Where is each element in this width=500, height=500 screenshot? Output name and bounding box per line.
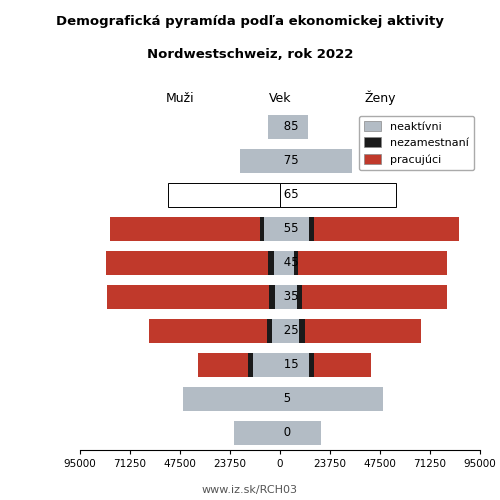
Bar bbox=[272, 319, 280, 343]
Bar bbox=[252, 353, 280, 377]
Text: Nordwestschweiz, rok 2022: Nordwestschweiz, rok 2022 bbox=[147, 48, 353, 60]
Text: 5: 5 bbox=[280, 392, 291, 406]
Bar bbox=[280, 353, 310, 377]
Text: 85: 85 bbox=[280, 120, 298, 134]
Bar bbox=[240, 149, 280, 173]
Bar bbox=[198, 353, 248, 377]
Bar bbox=[106, 251, 268, 275]
Text: 55: 55 bbox=[280, 222, 298, 235]
Text: 0: 0 bbox=[280, 426, 291, 440]
Text: 35: 35 bbox=[280, 290, 298, 304]
Bar bbox=[305, 319, 420, 343]
Legend: neaktívni, nezamestnaní, pracujúci: neaktívni, nezamestnaní, pracujúci bbox=[359, 116, 474, 170]
Bar bbox=[314, 353, 370, 377]
Bar bbox=[280, 115, 308, 139]
Bar bbox=[310, 353, 314, 377]
Bar bbox=[260, 217, 264, 241]
Text: Muži: Muži bbox=[166, 92, 194, 105]
Bar bbox=[302, 285, 448, 309]
Bar bbox=[267, 319, 272, 343]
Bar bbox=[297, 285, 302, 309]
Bar bbox=[310, 217, 314, 241]
Bar bbox=[264, 217, 280, 241]
Bar bbox=[280, 387, 383, 411]
Text: 75: 75 bbox=[280, 154, 298, 168]
Bar bbox=[183, 387, 280, 411]
Bar bbox=[268, 251, 274, 275]
Bar bbox=[280, 319, 299, 343]
Bar bbox=[248, 353, 252, 377]
Bar bbox=[108, 285, 270, 309]
Text: 25: 25 bbox=[280, 324, 298, 338]
Bar bbox=[280, 285, 297, 309]
Bar bbox=[280, 251, 293, 275]
Bar bbox=[268, 115, 280, 139]
Bar bbox=[274, 251, 280, 275]
Text: 15: 15 bbox=[280, 358, 298, 372]
Text: Demografická pyramída podľa ekonomickej aktivity: Demografická pyramída podľa ekonomickej … bbox=[56, 15, 444, 28]
Bar bbox=[298, 251, 448, 275]
Text: Ženy: Ženy bbox=[364, 90, 396, 105]
Bar bbox=[168, 183, 280, 207]
Text: 65: 65 bbox=[280, 188, 298, 202]
Bar bbox=[314, 217, 460, 241]
Bar bbox=[274, 285, 280, 309]
Bar bbox=[270, 285, 274, 309]
Bar bbox=[280, 149, 351, 173]
Bar bbox=[110, 217, 260, 241]
Text: www.iz.sk/RCH03: www.iz.sk/RCH03 bbox=[202, 485, 298, 495]
Bar bbox=[294, 251, 298, 275]
Bar bbox=[280, 183, 396, 207]
Bar bbox=[149, 319, 267, 343]
Text: 45: 45 bbox=[280, 256, 298, 270]
Bar bbox=[280, 421, 321, 445]
Text: Vek: Vek bbox=[269, 92, 291, 105]
Bar bbox=[280, 217, 310, 241]
Bar bbox=[299, 319, 305, 343]
Bar bbox=[234, 421, 280, 445]
